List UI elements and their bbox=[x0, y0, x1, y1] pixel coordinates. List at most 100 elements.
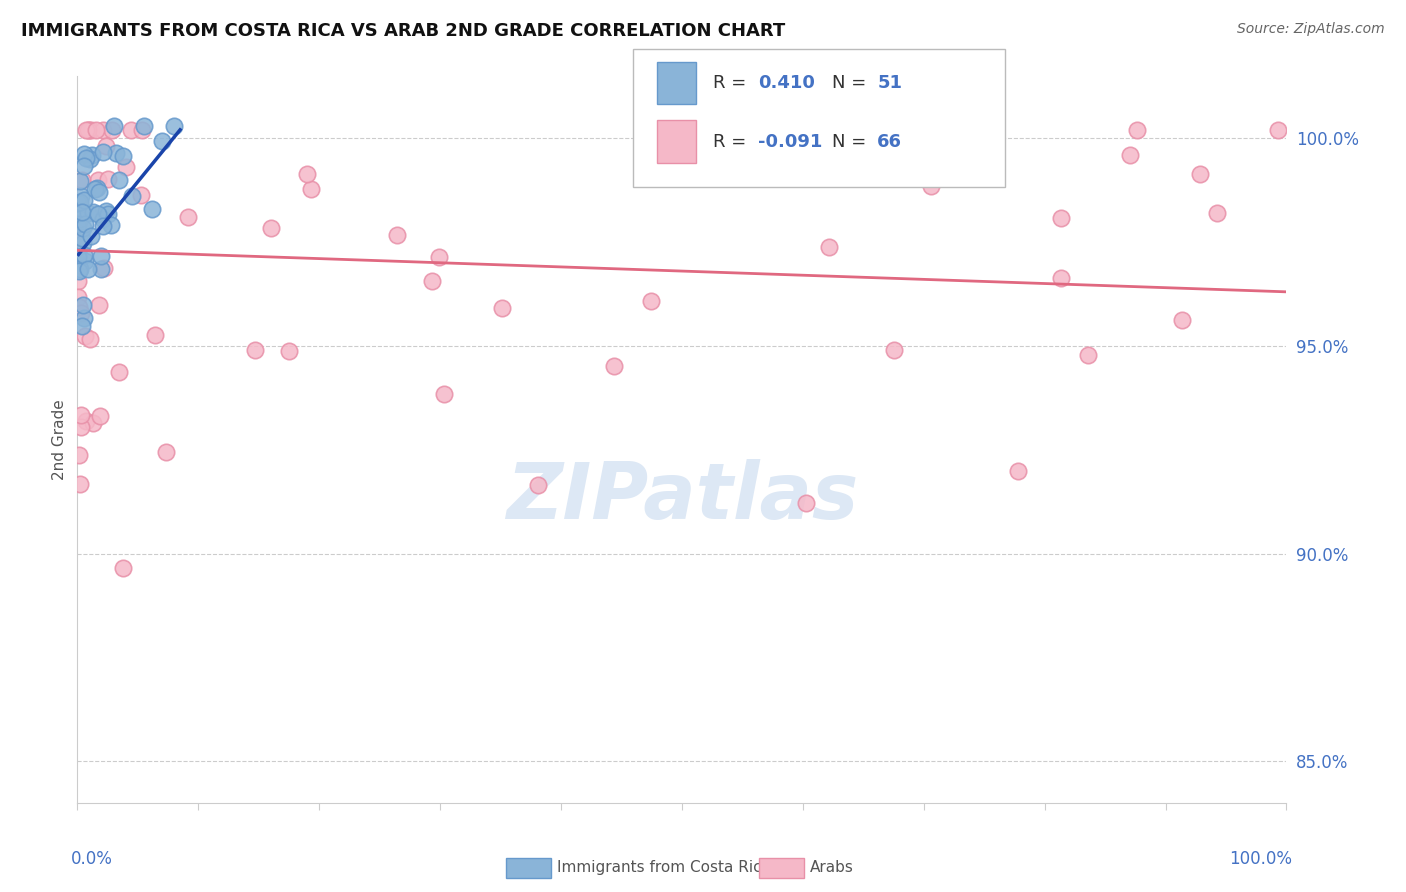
Point bbox=[112, 148, 135, 162]
Point bbox=[66, 247, 89, 261]
Point bbox=[129, 188, 152, 202]
Point bbox=[115, 160, 138, 174]
Point bbox=[75, 152, 97, 166]
Point bbox=[72, 220, 94, 235]
Point bbox=[1189, 167, 1212, 181]
Point bbox=[177, 210, 200, 224]
Point bbox=[278, 344, 301, 359]
Text: R =: R = bbox=[713, 133, 752, 151]
Point bbox=[150, 134, 173, 148]
Point bbox=[80, 123, 103, 137]
Text: R =: R = bbox=[713, 74, 752, 92]
Point bbox=[747, 123, 769, 137]
Point bbox=[72, 298, 94, 312]
Point bbox=[101, 123, 124, 137]
Point bbox=[72, 159, 94, 173]
Point bbox=[89, 409, 111, 424]
Point bbox=[121, 189, 143, 203]
Point bbox=[75, 414, 97, 428]
Text: 66: 66 bbox=[877, 133, 903, 151]
Text: N =: N = bbox=[832, 133, 872, 151]
Point bbox=[69, 229, 91, 244]
Point bbox=[84, 182, 107, 196]
Point bbox=[69, 195, 91, 210]
Point bbox=[69, 408, 91, 422]
Point bbox=[526, 477, 548, 491]
Point bbox=[73, 217, 96, 231]
Point bbox=[70, 231, 93, 245]
Point bbox=[155, 445, 177, 459]
Point bbox=[66, 251, 89, 265]
Point bbox=[420, 275, 443, 289]
Point bbox=[77, 123, 100, 137]
Point bbox=[491, 301, 513, 315]
Point bbox=[73, 254, 96, 268]
Point bbox=[93, 260, 115, 275]
Point bbox=[67, 245, 90, 260]
Point bbox=[82, 204, 104, 219]
Point bbox=[67, 196, 90, 211]
Point bbox=[97, 172, 120, 186]
Point bbox=[70, 173, 93, 187]
Point bbox=[603, 359, 626, 373]
Point bbox=[69, 477, 91, 491]
Point bbox=[73, 248, 96, 262]
Point bbox=[91, 212, 114, 227]
Point bbox=[1171, 312, 1194, 326]
Point bbox=[87, 185, 110, 199]
Point bbox=[73, 311, 96, 326]
Point bbox=[72, 235, 94, 250]
Point bbox=[69, 211, 91, 226]
Point bbox=[295, 167, 318, 181]
Point bbox=[103, 119, 125, 133]
Point bbox=[77, 123, 100, 137]
Text: 51: 51 bbox=[877, 74, 903, 92]
Point bbox=[1126, 123, 1149, 137]
Point bbox=[107, 365, 129, 379]
Point bbox=[112, 560, 135, 574]
Point bbox=[69, 262, 91, 277]
Text: 0.0%: 0.0% bbox=[72, 850, 112, 868]
Point bbox=[75, 123, 97, 137]
Point bbox=[260, 220, 283, 235]
Point bbox=[97, 207, 120, 221]
Point bbox=[89, 298, 111, 312]
Text: Source: ZipAtlas.com: Source: ZipAtlas.com bbox=[1237, 22, 1385, 37]
Point bbox=[67, 300, 90, 314]
Point bbox=[1077, 348, 1099, 362]
Point bbox=[84, 123, 107, 137]
Point bbox=[920, 178, 942, 193]
Point bbox=[69, 174, 91, 188]
Point bbox=[70, 306, 93, 320]
Point bbox=[94, 139, 117, 153]
Point bbox=[87, 173, 110, 187]
Point bbox=[132, 119, 155, 133]
Point bbox=[77, 261, 100, 276]
Point bbox=[91, 123, 114, 137]
Point bbox=[1050, 211, 1073, 225]
Point bbox=[640, 293, 662, 308]
Text: 100.0%: 100.0% bbox=[1229, 850, 1292, 868]
Point bbox=[80, 148, 103, 162]
Point bbox=[100, 218, 122, 232]
Point bbox=[73, 147, 96, 161]
Text: ZIPatlas: ZIPatlas bbox=[506, 459, 858, 535]
Point bbox=[817, 240, 839, 254]
Point bbox=[70, 205, 93, 219]
Point bbox=[163, 119, 186, 133]
Point bbox=[82, 416, 104, 430]
Point bbox=[69, 189, 91, 203]
Point bbox=[141, 202, 163, 217]
Point bbox=[79, 152, 101, 166]
Point bbox=[66, 274, 89, 288]
Point bbox=[90, 249, 112, 263]
Point bbox=[794, 496, 817, 510]
Point bbox=[67, 290, 90, 304]
Point bbox=[1118, 148, 1140, 162]
Point bbox=[1050, 271, 1073, 285]
Point bbox=[104, 146, 127, 161]
Text: Immigrants from Costa Rica: Immigrants from Costa Rica bbox=[557, 860, 770, 874]
Point bbox=[87, 207, 110, 221]
Point bbox=[67, 449, 90, 463]
Point bbox=[96, 204, 118, 219]
